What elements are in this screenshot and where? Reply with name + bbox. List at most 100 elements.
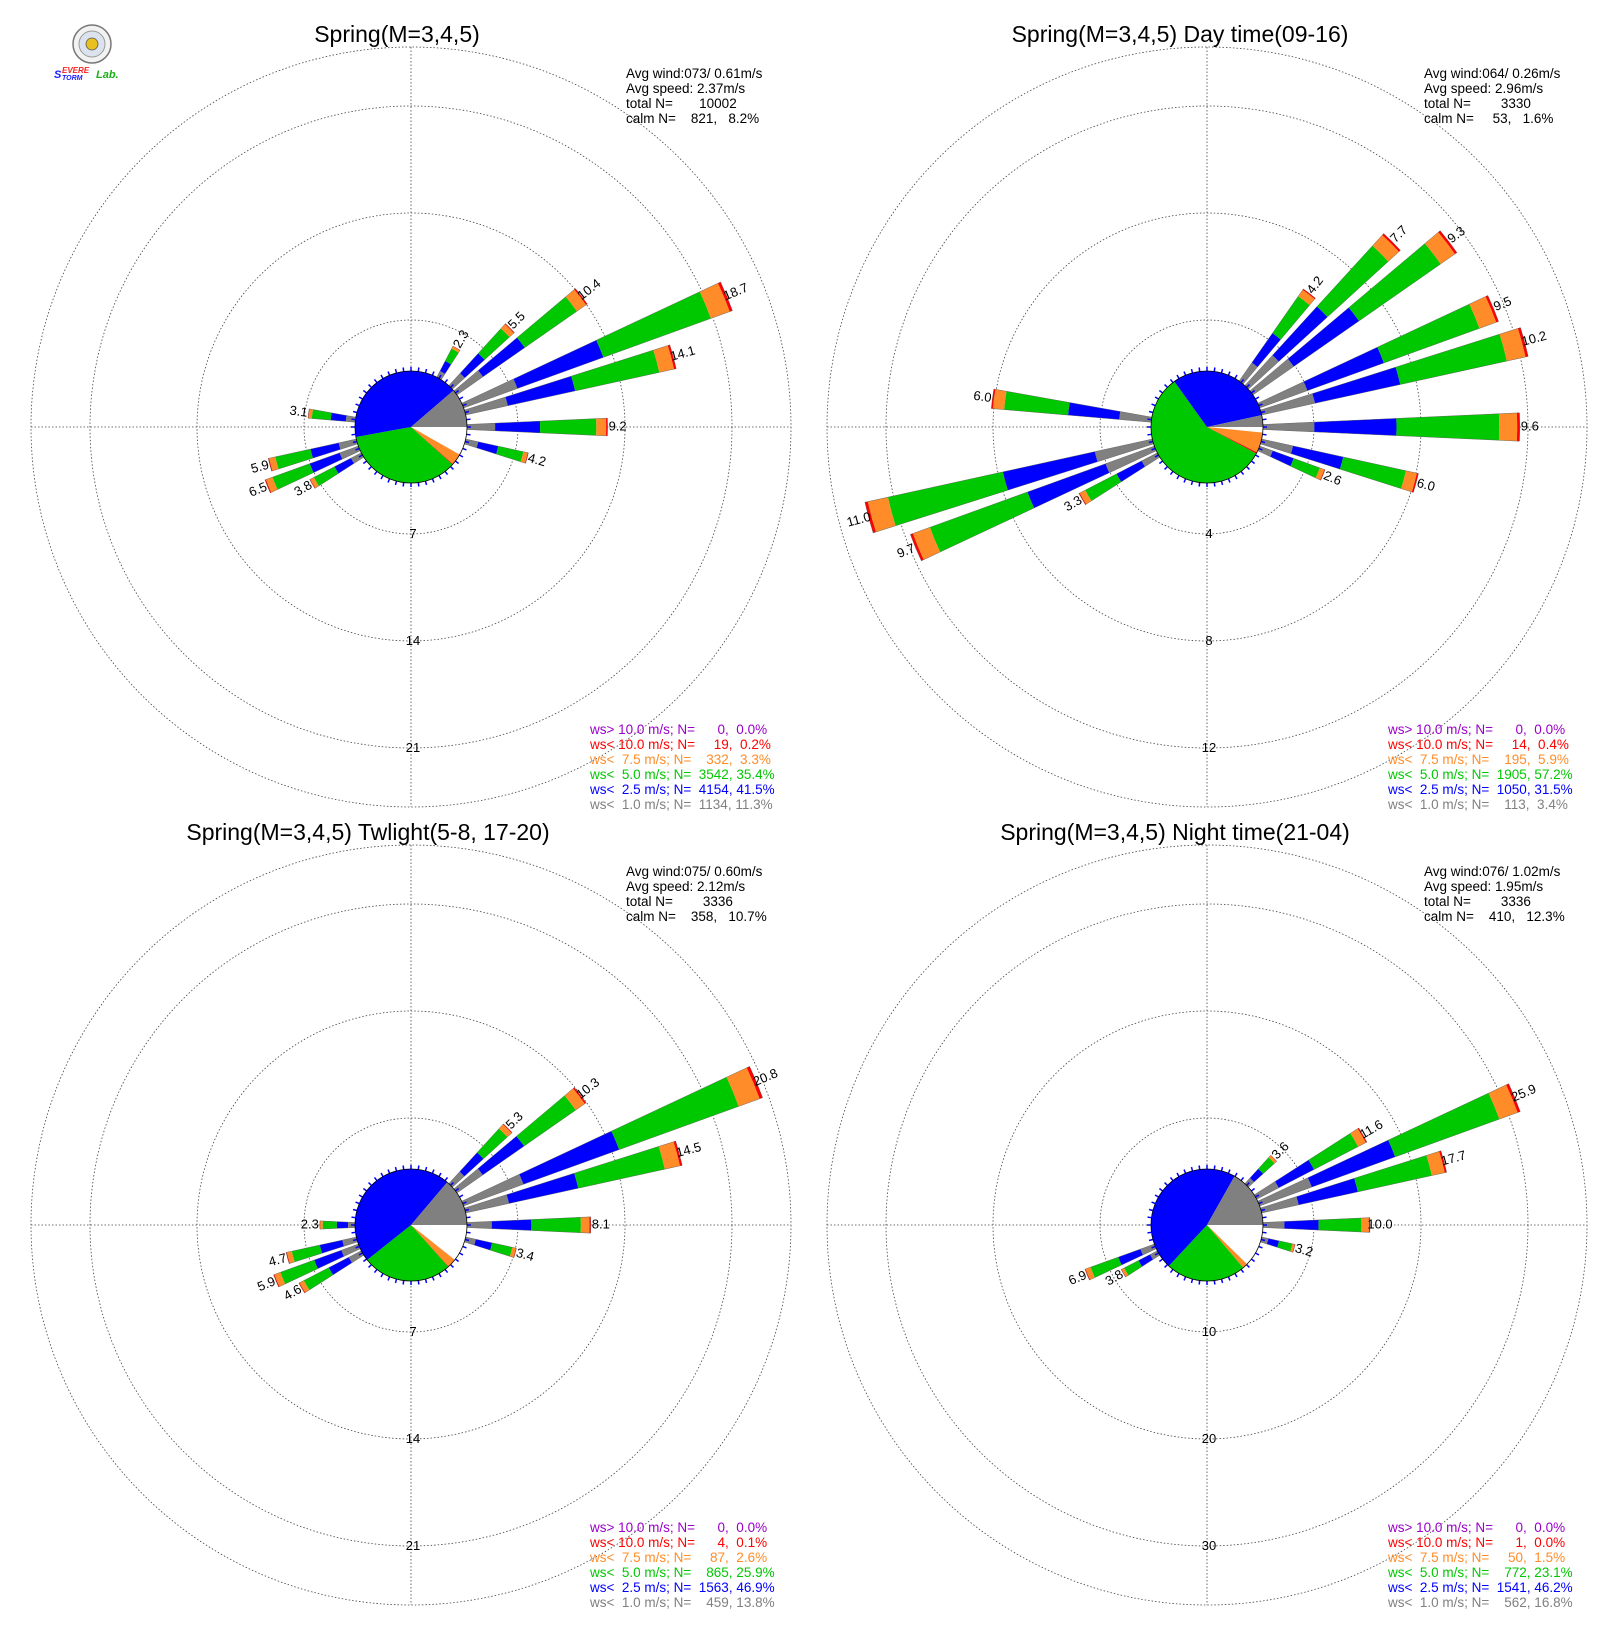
calm-tick <box>355 447 360 451</box>
calm-tick <box>444 470 449 476</box>
calm-tick <box>1148 440 1154 444</box>
legend-entry-lt10: ws< 10.0 m/s; N= 1, 0.0% <box>1387 1535 1565 1550</box>
calm-tick <box>1190 368 1194 374</box>
calm-tick <box>1169 1176 1174 1182</box>
calm-tick <box>1220 1278 1224 1284</box>
bar-segment-lt5 <box>571 350 660 391</box>
calm-tick <box>1164 1264 1168 1268</box>
calm-tick <box>1250 389 1256 394</box>
bar-segment-lt1 <box>1239 362 1258 385</box>
bar-segment-lt5 <box>1004 391 1070 416</box>
calm-tick <box>462 1201 467 1205</box>
bar-segment-lt2_5 <box>314 1250 344 1269</box>
ring-label: 4 <box>1205 526 1212 541</box>
bar-segment-lt5 <box>1290 458 1320 478</box>
bar-segment-lt1 <box>1257 1177 1312 1206</box>
calm-tick <box>362 1187 368 1192</box>
bar-segment-lt7_5 <box>867 497 896 533</box>
bar-value-label: 17.7 <box>1439 1147 1467 1168</box>
bar-value-label: 6.9 <box>1066 1267 1088 1288</box>
calm-tick <box>450 1264 454 1268</box>
bar-segment-lt2_5 <box>334 458 355 474</box>
bar-value-label: 9.2 <box>609 418 627 433</box>
bar-segment-lt2_5 <box>506 1173 579 1204</box>
calm-tick <box>1147 1216 1152 1219</box>
bar-segment-lt5 <box>929 491 1035 553</box>
bar-segment-lt10 <box>1302 288 1316 300</box>
bar-segment-lt7_5 <box>299 1280 310 1293</box>
calm-tick <box>1198 482 1201 487</box>
bar-segment-lt1 <box>464 397 508 415</box>
calm-tick <box>1255 454 1260 458</box>
bar-segment-lt2_5 <box>328 1257 352 1275</box>
bar-segment-lt10 <box>864 501 876 533</box>
ring-label: 8 <box>1205 633 1212 648</box>
calm-pie-slice-lt2_5 <box>354 370 454 437</box>
bar-segment-lt5 <box>1395 334 1507 385</box>
legend-entry-gt10: ws> 10.0 m/s; N= 0, 0.0% <box>1387 722 1565 737</box>
legend-entry-lt1: ws< 1.0 m/s; N= 562, 16.8% <box>1387 1595 1573 1610</box>
bar-segment-lt2_5 <box>495 421 541 433</box>
calm-tick <box>1176 1172 1180 1177</box>
bar-value-label: 4.7 <box>267 1250 288 1269</box>
legend-entry-lt1: ws< 1.0 m/s; N= 459, 13.8% <box>589 1595 775 1610</box>
calm-tick <box>402 1280 405 1285</box>
bar-segment-lt10 <box>1368 1217 1370 1233</box>
bar-segment-lt7_5 <box>1424 232 1455 265</box>
calm-tick <box>368 466 372 470</box>
stat-total: total N= 3336 <box>1424 894 1531 909</box>
bar-segment-lt10 <box>504 323 515 334</box>
stat-avg-wind: Avg wind:076/ 1.02m/s <box>1424 864 1561 879</box>
calm-tick <box>1183 1276 1187 1281</box>
calm-tick <box>1213 1165 1216 1170</box>
calm-tick <box>351 418 356 421</box>
bar-segment-lt10 <box>1438 230 1457 255</box>
bar-segment-lt5 <box>516 1095 576 1147</box>
calm-tick <box>1234 475 1238 480</box>
calm-tick <box>459 454 464 458</box>
calm-tick <box>1151 403 1156 407</box>
bar-segment-lt5 <box>1396 413 1500 441</box>
bar-segment-lt1 <box>1257 381 1308 408</box>
legend-entry-lt7_5: ws< 7.5 m/s; N= 332, 3.3% <box>589 752 771 767</box>
calm-tick <box>1234 1172 1238 1177</box>
bar-segment-lt5 <box>517 296 577 348</box>
calm-pie-slice-lt10 <box>1207 427 1257 454</box>
bar-segment-lt1 <box>1260 393 1315 415</box>
bar-segment-lt7_5 <box>1361 1217 1369 1233</box>
bar-segment-lt5 <box>275 449 313 470</box>
stat-avg-speed: Avg speed: 2.37m/s <box>626 81 745 96</box>
bar-segment-lt7_5 <box>992 389 1007 410</box>
bar-segment-lt5 <box>1308 1133 1359 1170</box>
bar-segment-lt7_5 <box>286 1251 295 1264</box>
stat-total: total N= 3330 <box>1424 96 1531 111</box>
legend-entry-lt5: ws< 5.0 m/s; N= 3542, 35.4% <box>589 767 775 782</box>
calm-tick <box>1183 1169 1187 1174</box>
bar-segment-lt2_5 <box>440 361 452 374</box>
calm-tick <box>1227 1169 1231 1174</box>
calm-pie-slice-lt7_5 <box>1207 427 1263 453</box>
bar-segment-lt7_5 <box>1298 289 1315 306</box>
bar-value-label: 9.5 <box>1491 293 1513 314</box>
calm-tick <box>387 1169 391 1174</box>
calm-tick <box>459 1252 464 1256</box>
bar-segment-lt1 <box>453 1168 483 1193</box>
calm-tick <box>1240 1176 1245 1182</box>
bar-segment-lt5 <box>1388 1093 1500 1157</box>
calm-tick <box>387 371 391 376</box>
calm-tick <box>444 378 449 384</box>
calm-circle <box>354 370 468 484</box>
bar-segment-lt10 <box>1382 233 1401 252</box>
bar-segment-lt10 <box>1485 295 1499 323</box>
calm-tick <box>368 1264 372 1268</box>
bar-segment-lt5 <box>1090 1257 1122 1278</box>
bar-segment-lt2_5 <box>478 337 525 377</box>
ring-label: 12 <box>1202 740 1216 755</box>
bar-segment-lt5 <box>1354 1155 1432 1192</box>
bar-segment-lt10 <box>309 479 316 489</box>
stat-avg-speed: Avg speed: 2.96m/s <box>1424 81 1543 96</box>
bar-segment-lt7_5 <box>565 289 587 312</box>
calm-tick <box>351 1216 356 1219</box>
calm-tick <box>402 367 405 372</box>
